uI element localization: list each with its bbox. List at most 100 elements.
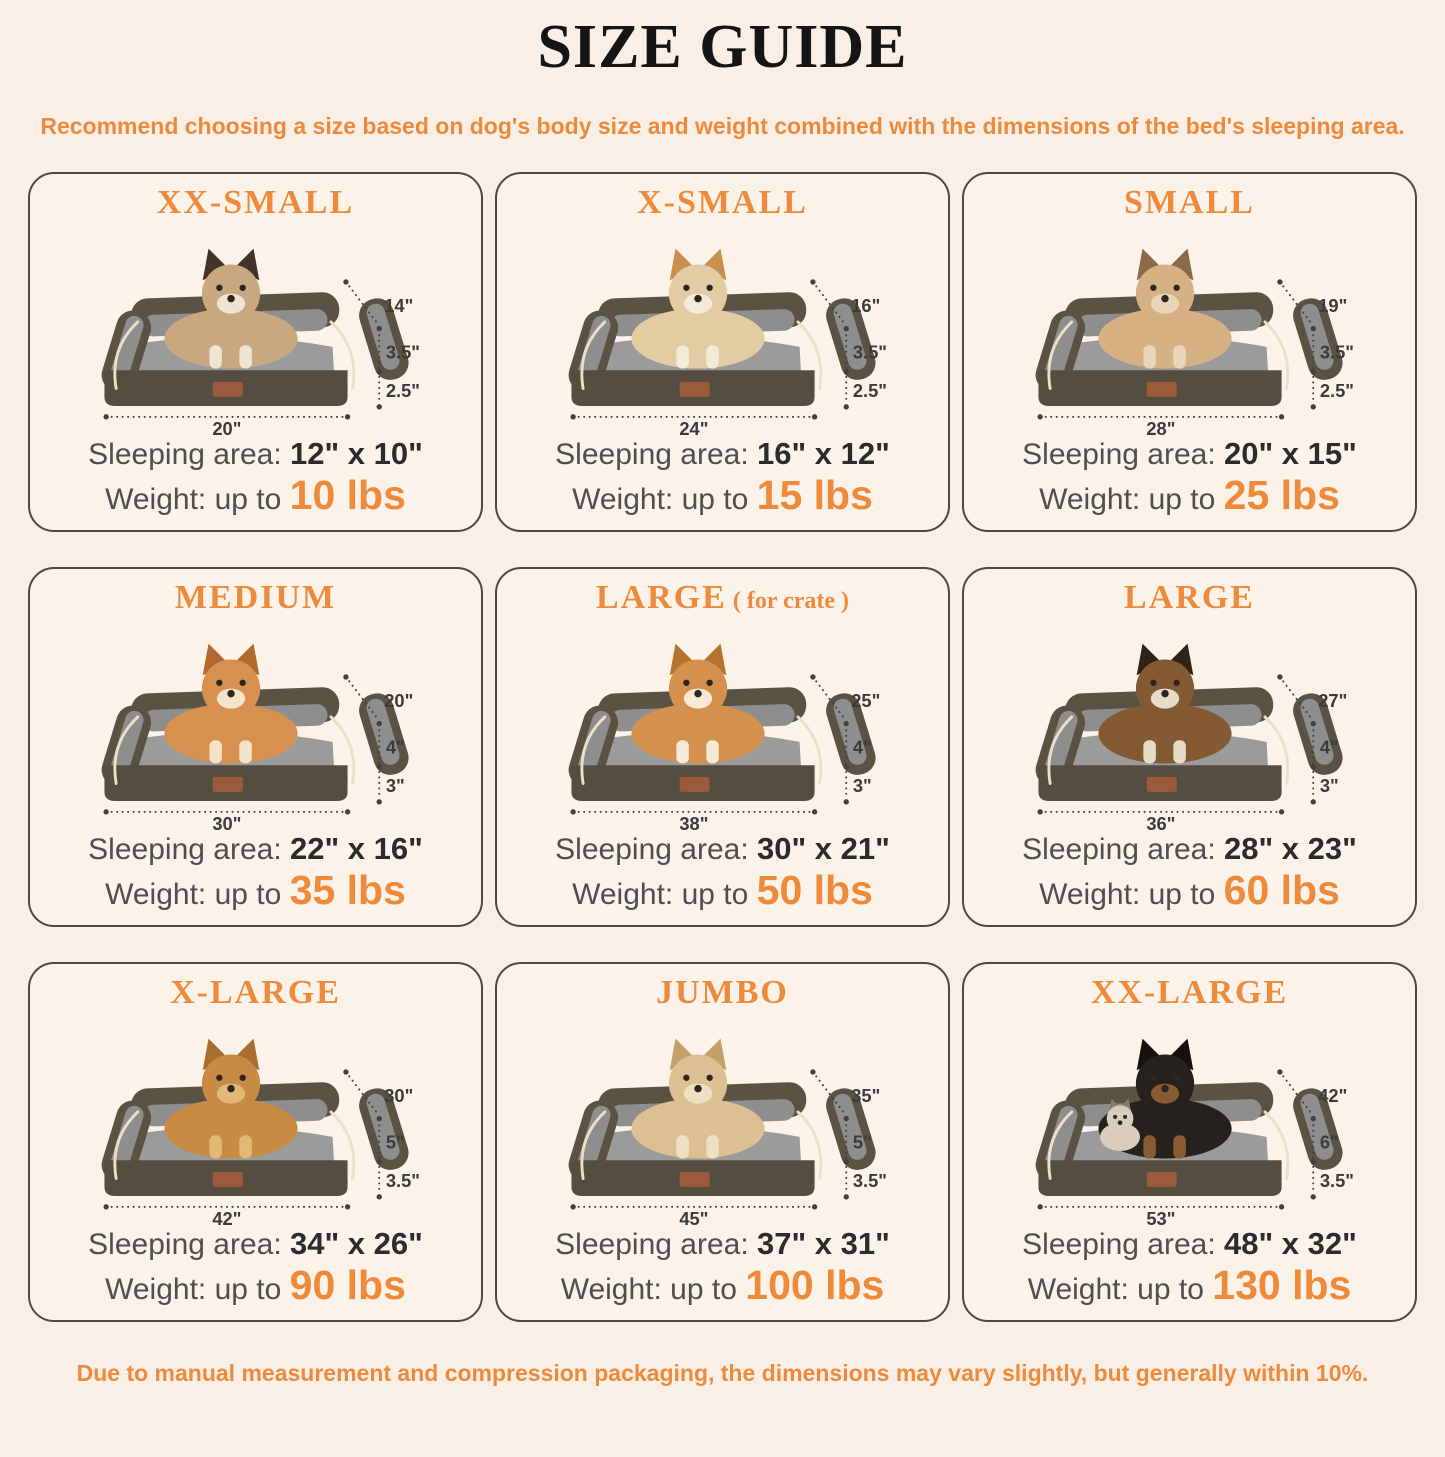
companion-pet-illustration [1099,1098,1140,1152]
ragdoll-cat-illustration [163,248,298,369]
weight-line: Weight: up to 25 lbs [1039,471,1340,518]
length-dimension-label: 36" [1146,813,1175,832]
sleeping-area-label: Sleeping area: [555,1227,749,1261]
weight-label: Weight: up to [105,482,282,516]
sleeping-area-label: Sleeping area: [1022,1227,1216,1261]
size-card-title: XX-SMALL [157,184,354,222]
french-bulldog-illustration [1097,248,1232,369]
size-card: SMALL [962,172,1417,532]
width-dimension-label: 16" [851,295,880,316]
width-dimension-label: 42" [1318,1085,1347,1106]
bolster-height-dimension-label: 4" [385,737,404,758]
weight-value: 50 lbs [756,866,873,913]
base-height-dimension-label: 2.5" [385,380,419,401]
length-dimension-label: 38" [679,813,708,832]
size-note-label: ( for crate ) [726,588,850,614]
weight-label: Weight: up to [105,877,282,911]
size-card-title: MEDIUM [175,579,336,617]
sleeping-area-value: 20" x 15" [1224,435,1357,471]
sleeping-area-line: Sleeping area: 20" x 15" [1022,435,1357,471]
size-name-label: LARGE [595,579,727,616]
weight-label: Weight: up to [105,1272,282,1306]
weight-value: 60 lbs [1223,866,1340,913]
page-root: SIZE GUIDE Recommend choosing a size bas… [0,12,1445,1387]
sleeping-area-line: Sleeping area: 48" x 32" [1022,1226,1357,1261]
sleeping-area-line: Sleeping area: 34" x 26" [88,1226,423,1261]
bolster-height-dimension-label: 4" [852,737,871,758]
brand-logo-patch [679,776,710,792]
weight-label: Weight: up to [560,1272,737,1306]
bolster-height-dimension-label: 3.5" [852,342,886,363]
corgi-dog-illustration [163,643,298,764]
dimension-annotations: 14" 3.5" 2.5" 20" [102,279,420,437]
bed-illustration: 35" 5" 3.5" 45" [568,1038,887,1227]
golden-retriever-dog-illustration [163,1038,298,1159]
sleeping-area-value: 30" x 21" [757,830,890,866]
length-dimension-label: 53" [1146,1208,1175,1227]
width-dimension-line [1278,675,1313,720]
sleeping-area-label: Sleeping area: [88,437,282,471]
bolster-height-dimension-label: 5" [385,1132,404,1153]
sleeping-area-label: Sleeping area: [88,1227,282,1261]
size-name-label: JUMBO [656,974,789,1011]
size-card-title: SMALL [1124,184,1255,222]
weight-line: Weight: up to 100 lbs [560,1262,885,1308]
sleeping-area-line: Sleeping area: 28" x 23" [1022,830,1357,866]
bed-illustration: 19" 3.5" 2.5" 28" [1035,248,1354,437]
sleeping-area-label: Sleeping area: [88,832,282,866]
length-dimension-label: 20" [212,418,241,437]
size-name-label: LARGE [1124,579,1255,616]
sleeping-area-label: Sleeping area: [555,832,749,866]
bolster-height-dimension-label: 5" [852,1132,871,1153]
size-card-title: XX-LARGE [1091,974,1288,1012]
width-dimension-line [811,1070,846,1115]
width-dimension-line [1278,280,1313,325]
width-dimension-line [811,675,846,720]
base-height-dimension-label: 3.5" [852,1170,886,1191]
size-name-label: X-LARGE [170,974,341,1011]
sleeping-area-value: 22" x 16" [290,830,423,866]
sleeping-area-label: Sleeping area: [555,437,749,471]
weight-value: 130 lbs [1212,1261,1352,1308]
brand-logo-patch [1146,776,1177,792]
page-subtitle: Recommend choosing a size based on dog's… [40,113,1405,139]
length-dimension-label: 45" [679,1208,708,1227]
weight-value: 15 lbs [756,471,873,518]
width-dimension-label: 19" [1318,295,1347,316]
bed-illustration: 16" 3.5" 2.5" 24" [568,248,887,437]
size-card-title: JUMBO [656,974,789,1012]
dimension-annotations: 25" 4" 3" 38" [569,674,880,832]
weight-label: Weight: up to [572,482,749,516]
width-dimension-line [1278,1070,1313,1115]
weight-value: 25 lbs [1223,471,1340,518]
dimension-annotations: 42" 6" 3.5" 53" [1036,1069,1354,1227]
length-dimension-label: 42" [212,1208,241,1227]
base-height-dimension-label: 3.5" [385,1170,419,1191]
page-title: SIZE GUIDE [537,13,908,81]
size-card: MEDIUM [28,567,483,927]
length-dimension-label: 28" [1146,418,1175,437]
weight-line: Weight: up to 50 lbs [572,866,873,913]
weight-line: Weight: up to 10 lbs [105,472,406,518]
sleeping-area-line: Sleeping area: 12" x 10" [88,436,423,471]
labrador-dog-illustration [630,1038,765,1159]
size-card: LARGE ( for crate ) [495,567,950,927]
bed-illustration: 42" 6" 3.5" 53" [1035,1038,1354,1227]
size-card: JUMBO [495,962,950,1322]
weight-value: 35 lbs [289,866,406,913]
bed-illustration: 25" 4" 3" 38" [568,643,880,832]
sleeping-area-value: 28" x 23" [1224,830,1357,866]
weight-value: 90 lbs [289,1261,406,1308]
dimension-annotations: 19" 3.5" 2.5" 28" [1036,279,1354,437]
size-card-title: LARGE [1124,579,1255,617]
size-card-title: X-LARGE [170,974,341,1012]
size-name-label: MEDIUM [174,579,337,616]
dimension-annotations: 30" 5" 3.5" 42" [102,1069,420,1227]
sleeping-area-value: 16" x 12" [757,435,890,471]
base-height-dimension-label: 3" [385,775,404,796]
length-dimension-label: 30" [212,813,241,832]
sleeping-area-label: Sleeping area: [1022,437,1216,471]
width-dimension-line [344,1070,379,1115]
weight-line: Weight: up to 90 lbs [105,1261,406,1308]
width-dimension-label: 27" [1318,690,1347,711]
